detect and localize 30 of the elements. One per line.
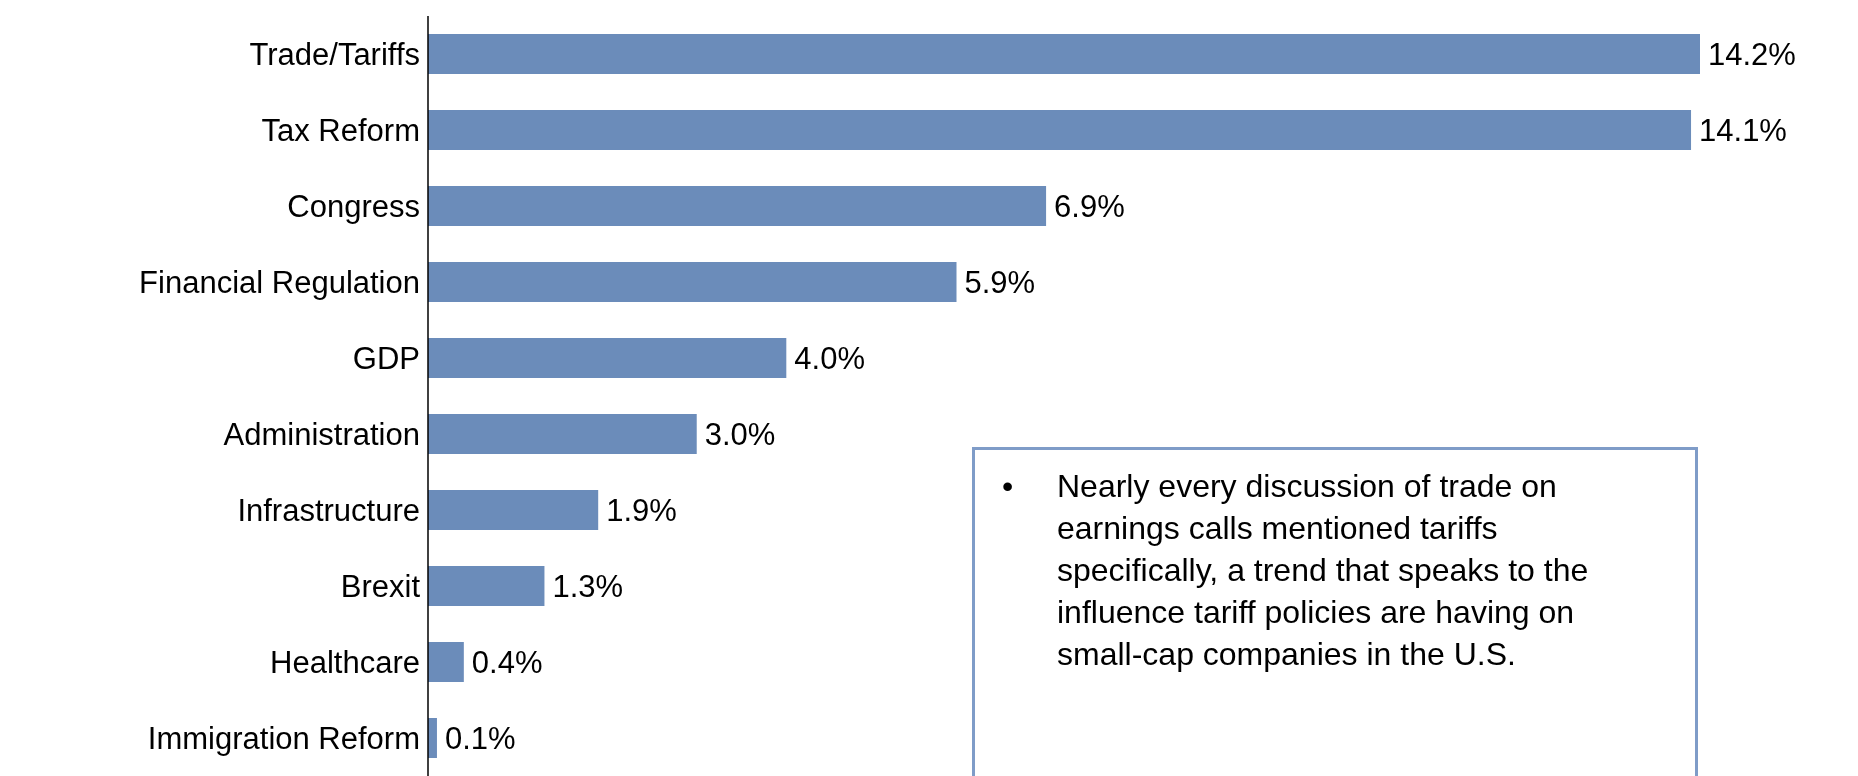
data-label: 14.1% bbox=[1699, 112, 1787, 148]
data-label: 1.3% bbox=[552, 568, 624, 604]
bar bbox=[428, 566, 545, 606]
y-tick-label: Tax Reform bbox=[261, 113, 420, 149]
data-label: 5.9% bbox=[964, 264, 1036, 300]
data-label: 0.4% bbox=[471, 644, 543, 680]
y-tick-label: Infrastructure bbox=[237, 493, 420, 529]
bar bbox=[428, 186, 1047, 226]
bar bbox=[428, 642, 464, 682]
y-tick-label: Financial Regulation bbox=[139, 265, 420, 301]
bar bbox=[428, 338, 787, 378]
y-tick-label: Brexit bbox=[340, 569, 421, 605]
y-tick-label: Immigration Reform bbox=[147, 721, 420, 757]
data-label: 0.1% bbox=[444, 720, 516, 756]
text: • Nearly every discussion of trade on earnings calls mentioned tariffs specifically, a trend that speaks to the influence tariff policies are having on small-cap companies in the U.S. bbox=[1002, 468, 1589, 672]
data-label: 14.2% bbox=[1708, 36, 1796, 72]
bar bbox=[428, 490, 599, 530]
y-tick-label: Administration bbox=[223, 417, 420, 453]
data-label: 4.0% bbox=[794, 340, 865, 376]
bar bbox=[428, 34, 1700, 74]
data-label: 1.9% bbox=[606, 492, 677, 528]
data-label: 3.0% bbox=[704, 416, 776, 452]
y-tick-label: Congress bbox=[287, 189, 420, 225]
y-tick-label: GDP bbox=[352, 341, 420, 377]
y-tick-label: Trade/Tariffs bbox=[249, 37, 420, 73]
bar bbox=[428, 262, 957, 302]
bar bbox=[428, 110, 1692, 150]
data-label: 6.9% bbox=[1054, 188, 1125, 224]
bar bbox=[428, 414, 697, 454]
y-tick-label: Healthcare bbox=[270, 645, 420, 681]
